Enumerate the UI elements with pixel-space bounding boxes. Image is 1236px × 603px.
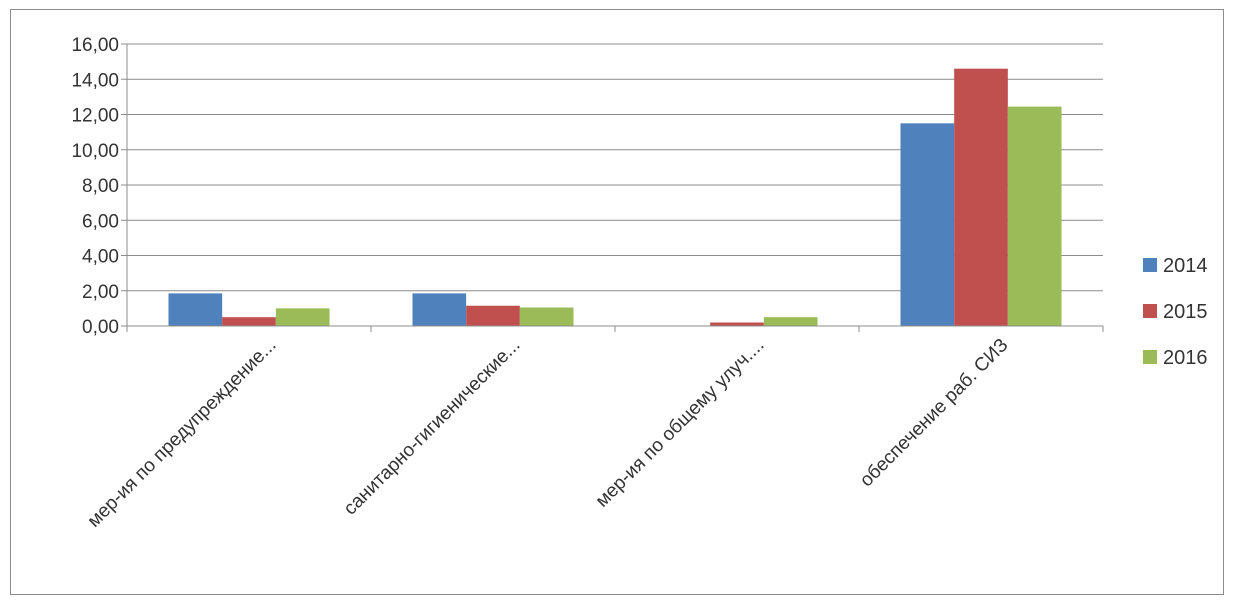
y-tick-label: 4,00	[82, 247, 119, 268]
y-axis-tick-labels: 0,00 2,00 4,00 6,00 8,00 10,00 12,00 14,00 16,00	[71, 35, 119, 338]
x-category-label: мер-ия по предупреждение...	[84, 335, 281, 532]
bar-2016-1	[275, 308, 330, 326]
x-axis-category-labels: мер-ия по предупреждение... санитарно-гиг…	[84, 335, 1013, 532]
bar-chart: 0,00 2,00 4,00 6,00 8,00 10,00 12,00 14,00 16,00…	[71, 35, 1208, 532]
chart-frame: 0,00 2,00 4,00 6,00 8,00 10,00 12,00 14,00 16,00…	[10, 9, 1224, 595]
x-category-label: обеспечение раб. СИЗ	[856, 335, 1013, 492]
y-tick-label: 0,00	[82, 317, 119, 338]
y-tick-label: 6,00	[82, 211, 119, 232]
bar-2014-4	[900, 123, 955, 326]
y-tick-label: 2,00	[82, 282, 119, 303]
bar-2014-2	[412, 293, 467, 326]
y-tick-label: 8,00	[82, 176, 119, 197]
bar-2016-2	[519, 307, 574, 326]
gridlines	[127, 43, 1103, 292]
legend-label-2016: 2016	[1163, 347, 1208, 369]
bar-2014-1	[168, 293, 223, 326]
legend-label-2015: 2015	[1163, 301, 1208, 323]
bar-2015-3	[710, 322, 764, 326]
bar-2016-4	[1007, 106, 1062, 326]
x-category-label: санитарно-гигиенические...	[340, 335, 525, 520]
bars	[168, 68, 1062, 327]
legend: 2014 2015 2016	[1143, 255, 1208, 369]
y-tick-label: 10,00	[71, 141, 119, 162]
x-category-label: мер-ия по общему улуч....	[592, 335, 769, 512]
legend-swatch-2016	[1143, 350, 1157, 364]
y-tick-label: 12,00	[71, 106, 119, 127]
bar-2015-1	[222, 317, 276, 326]
legend-label-2014: 2014	[1163, 255, 1208, 277]
bar-2015-4	[954, 68, 1008, 327]
y-tick-label: 16,00	[71, 35, 119, 56]
y-tick-label: 14,00	[71, 70, 119, 91]
legend-swatch-2014	[1143, 258, 1157, 272]
axes	[121, 43, 1104, 332]
legend-swatch-2015	[1143, 304, 1157, 318]
bar-2015-2	[466, 305, 520, 326]
bar-2016-3	[763, 317, 818, 326]
